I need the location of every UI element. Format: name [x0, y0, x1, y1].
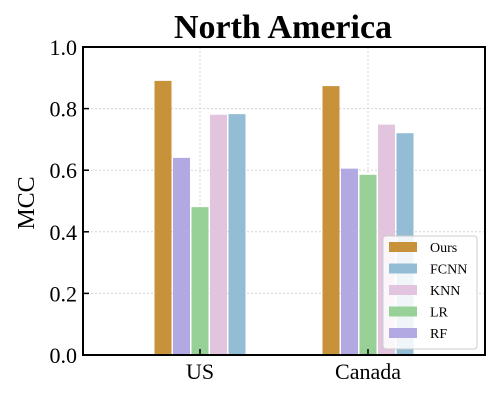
legend-swatch-knn — [389, 285, 417, 295]
bar-lr-us — [191, 207, 209, 355]
legend-swatch-fcnn — [389, 263, 417, 274]
bar-ours-us — [154, 80, 172, 355]
legend-swatch-rf — [389, 328, 417, 338]
y-tick-label: 0.6 — [50, 158, 78, 183]
y-axis-label: MCC — [14, 176, 40, 229]
plot-frame — [82, 46, 486, 356]
legend-swatch-ours — [389, 242, 417, 252]
legend-label-lr: LR — [430, 306, 449, 321]
bar-rf-canada — [341, 168, 358, 355]
y-tick-label: 0.0 — [50, 343, 78, 368]
legend-label-fcnn: FCNN — [430, 263, 467, 278]
bar-knn-us — [210, 114, 227, 355]
x-tick-label: Canada — [335, 359, 401, 384]
chart-title: North America — [174, 9, 392, 46]
y-axis-ticks: 0.0 0.2 0.4 0.6 0.8 1.0 — [50, 35, 89, 368]
y-tick-label: 1.0 — [50, 35, 78, 60]
legend-swatch-lr — [389, 306, 417, 317]
legend-label-ours: Ours — [430, 241, 457, 256]
y-tick-label: 0.4 — [50, 220, 78, 245]
legend-label-rf: RF — [430, 327, 447, 342]
bar-ours-canada — [322, 86, 340, 355]
legend: Ours FCNN KNN LR RF — [382, 235, 478, 350]
x-tick-label: US — [186, 359, 214, 384]
bars — [154, 80, 414, 355]
bar-rf-us — [173, 157, 190, 355]
y-tick-label: 0.2 — [50, 281, 78, 306]
bar-fcnn-us — [228, 114, 246, 355]
bar-lr-canada — [359, 174, 377, 355]
y-tick-label: 0.8 — [50, 97, 78, 122]
x-axis-ticks: US Canada — [186, 349, 401, 384]
legend-label-knn: KNN — [430, 284, 460, 299]
